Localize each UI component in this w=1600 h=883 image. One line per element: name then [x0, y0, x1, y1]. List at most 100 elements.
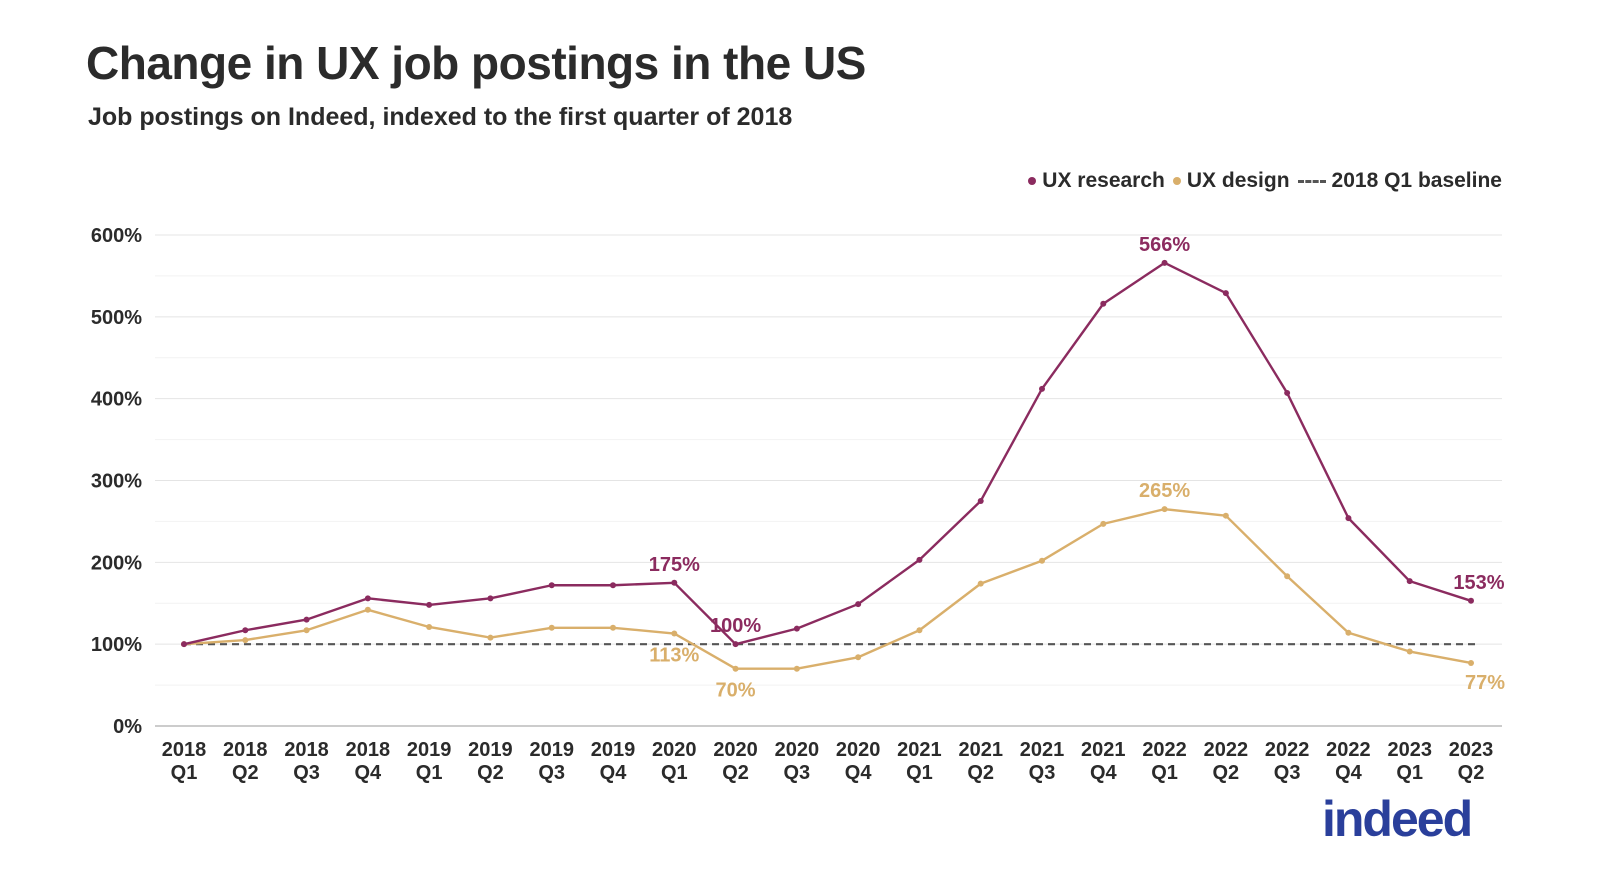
- data-point: [242, 627, 249, 634]
- x-tick-label-year: 2020: [775, 739, 820, 761]
- x-tick-label-year: 2020: [713, 739, 758, 761]
- data-label: 77%: [1465, 672, 1505, 694]
- x-tick-label-year: 2020: [652, 739, 697, 761]
- data-label: 70%: [716, 680, 756, 702]
- legend-label: 2018 Q1 baseline: [1331, 169, 1502, 192]
- data-point: [1100, 520, 1107, 527]
- data-point: [977, 580, 984, 587]
- series-line-ux-research: [183, 261, 1472, 646]
- data-point: [1406, 578, 1413, 585]
- chart-subtitle: Job postings on Indeed, indexed to the f…: [88, 103, 793, 131]
- data-point: [1222, 512, 1229, 519]
- x-tick-label-quarter: Q4: [355, 762, 383, 784]
- x-tick-label-year: 2019: [591, 739, 636, 761]
- legend-ux-design: UX design: [1172, 169, 1290, 193]
- data-point: [916, 627, 923, 634]
- data-point: [548, 624, 555, 631]
- data-point: [671, 630, 678, 637]
- x-tick-label-quarter: Q3: [1029, 762, 1056, 784]
- data-point: [1284, 573, 1291, 580]
- data-point: [242, 637, 249, 644]
- x-tick-label-quarter: Q1: [906, 762, 933, 784]
- data-point: [1284, 389, 1291, 396]
- x-tick-label-year: 2023: [1387, 739, 1432, 761]
- x-tick-label-quarter: Q2: [1458, 762, 1485, 784]
- x-tick-label-quarter: Q3: [1274, 762, 1301, 784]
- data-point: [364, 606, 371, 613]
- series-line-ux-design: [183, 507, 1472, 670]
- x-tick-label-quarter: Q4: [600, 762, 628, 784]
- data-point: [1161, 259, 1168, 266]
- x-tick-label-year: 2018: [284, 739, 329, 761]
- x-tick-label-quarter: Q3: [293, 762, 320, 784]
- legend-baseline: 2018 Q1 baseline: [1297, 169, 1502, 193]
- legend-label: UX research: [1042, 169, 1165, 192]
- x-tick-label-quarter: Q2: [722, 762, 749, 784]
- data-point: [426, 601, 433, 608]
- data-point: [1468, 597, 1474, 604]
- data-label: 175%: [649, 554, 700, 576]
- data-point: [855, 601, 862, 608]
- data-label: 100%: [710, 615, 761, 637]
- x-tick-label-year: 2023: [1449, 739, 1494, 761]
- legend-label: UX design: [1186, 169, 1290, 192]
- y-tick-label: 200%: [91, 552, 142, 574]
- x-tick-label-quarter: Q4: [845, 762, 873, 784]
- data-point: [303, 616, 310, 623]
- x-tick-label-year: 2019: [468, 739, 513, 761]
- ux-design-dot-icon: [1172, 177, 1181, 185]
- x-tick-label-year: 2022: [1204, 739, 1249, 761]
- x-tick-label-year: 2022: [1326, 739, 1371, 761]
- x-tick-label-quarter: Q2: [232, 762, 259, 784]
- data-label: 566%: [1139, 234, 1190, 256]
- data-point: [303, 627, 310, 634]
- legend-ux-research: UX research: [1028, 169, 1165, 193]
- data-point: [1345, 515, 1352, 522]
- dashed-line-icon: [1297, 179, 1326, 183]
- data-point: [732, 665, 739, 672]
- x-tick-label-year: 2021: [1081, 739, 1126, 761]
- data-point: [1468, 659, 1474, 666]
- x-tick-label-year: 2020: [836, 739, 881, 761]
- data-point: [1039, 385, 1045, 392]
- x-tick-label-quarter: Q2: [477, 762, 504, 784]
- x-tick-label-quarter: Q1: [171, 762, 198, 784]
- data-point: [1345, 629, 1352, 636]
- data-point: [1039, 557, 1045, 564]
- data-point: [1222, 290, 1229, 297]
- y-tick-label: 600%: [91, 225, 142, 247]
- x-tick-label-quarter: Q1: [1151, 762, 1178, 784]
- chart-title: Change in UX job postings in the US: [86, 37, 866, 89]
- data-point: [1406, 648, 1413, 655]
- x-tick-label-quarter: Q4: [1335, 762, 1363, 784]
- y-tick-label: 0%: [113, 716, 142, 738]
- x-tick-label-quarter: Q1: [416, 762, 443, 784]
- data-point: [610, 582, 616, 589]
- data-point: [916, 556, 923, 563]
- data-point: [793, 625, 800, 632]
- data-point: [1161, 506, 1168, 513]
- data-point: [732, 641, 739, 648]
- x-tick-label-quarter: Q1: [661, 762, 688, 784]
- x-tick-label-year: 2021: [958, 739, 1003, 761]
- x-tick-label-quarter: Q1: [1396, 762, 1423, 784]
- data-point: [548, 582, 555, 589]
- x-tick-label-quarter: Q3: [784, 762, 811, 784]
- data-point: [671, 579, 678, 586]
- x-tick-label-year: 2021: [1020, 739, 1065, 761]
- y-tick-label: 500%: [91, 307, 142, 329]
- x-tick-label-year: 2019: [407, 739, 452, 761]
- x-tick-label-quarter: Q3: [538, 762, 565, 784]
- data-point: [977, 497, 984, 504]
- x-tick-label-year: 2018: [223, 739, 268, 761]
- data-label: 265%: [1139, 480, 1190, 502]
- x-tick-label-year: 2022: [1142, 739, 1187, 761]
- y-tick-label: 300%: [91, 471, 142, 493]
- x-tick-label-year: 2022: [1265, 739, 1310, 761]
- ux-research-dot-icon: [1028, 177, 1037, 185]
- data-point: [610, 624, 616, 631]
- x-tick-label-quarter: Q4: [1090, 762, 1118, 784]
- x-tick-label-year: 2018: [346, 739, 391, 761]
- x-tick-label-quarter: Q2: [1213, 762, 1240, 784]
- y-tick-label: 400%: [91, 389, 142, 411]
